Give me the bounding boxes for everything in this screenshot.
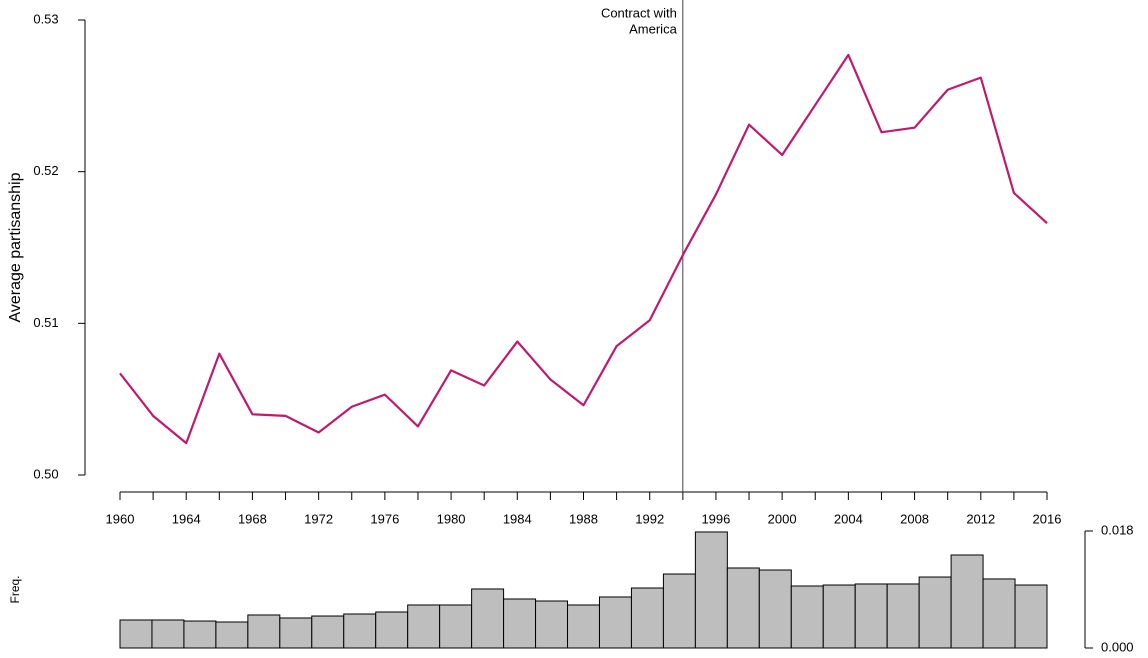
x-tick-label: 1984: [503, 511, 532, 526]
bar: [247, 614, 281, 649]
x-tick-label: 1992: [635, 511, 664, 526]
line-series: [119, 53, 1048, 445]
y-tick-label: 0.52: [33, 163, 58, 178]
bar: [726, 567, 760, 649]
bar: [982, 578, 1016, 649]
bar: [694, 531, 728, 649]
x-tick-label: 1964: [172, 511, 201, 526]
bar: [758, 569, 792, 649]
bar: [279, 617, 313, 649]
bar: [950, 554, 984, 649]
bar: [1014, 584, 1048, 649]
bar: [375, 611, 409, 649]
x-tick-label: 1960: [106, 511, 135, 526]
bar: [662, 573, 696, 649]
bar: [343, 613, 377, 649]
bar: [439, 604, 473, 649]
x-tick-label: 1972: [304, 511, 333, 526]
bar: [567, 604, 600, 649]
x-tick-label: 2008: [900, 511, 929, 526]
y-tick-label: 0.53: [33, 11, 58, 26]
annotation-text: Contract with: [601, 5, 677, 20]
bar: [790, 585, 824, 649]
bar: [119, 619, 153, 649]
bar: [503, 598, 537, 649]
bar: [311, 615, 345, 649]
x-tick-label: 2012: [966, 511, 995, 526]
bar: [886, 583, 920, 649]
bar: [598, 596, 632, 649]
y-axis-label: Freq.: [8, 575, 22, 603]
annotation-text: America: [629, 21, 677, 36]
y-axis-label: Average partisanship: [7, 172, 24, 322]
bar: [854, 583, 888, 649]
x-tick-label: 1980: [437, 511, 466, 526]
x-tick-label: 1996: [701, 511, 730, 526]
y-tick-label: 0.51: [33, 315, 58, 330]
y-tick-label: 0.018: [1101, 522, 1134, 537]
bar: [918, 576, 952, 649]
bar: [151, 619, 185, 649]
y-tick-label: 0.000: [1101, 639, 1134, 654]
x-tick-label: 2004: [834, 511, 863, 526]
bar: [183, 620, 217, 649]
x-tick-label: 2000: [768, 511, 797, 526]
bar: [535, 600, 569, 649]
y-tick-label: 0.50: [33, 466, 58, 481]
bar: [407, 604, 441, 649]
x-tick-label: 1988: [569, 511, 598, 526]
bar: [215, 621, 249, 649]
x-tick-label: 1976: [370, 511, 399, 526]
bar: [822, 584, 856, 649]
bar: [471, 588, 505, 649]
bar: [630, 587, 664, 649]
x-tick-label: 1968: [238, 511, 267, 526]
x-tick-label: 2016: [1033, 511, 1062, 526]
